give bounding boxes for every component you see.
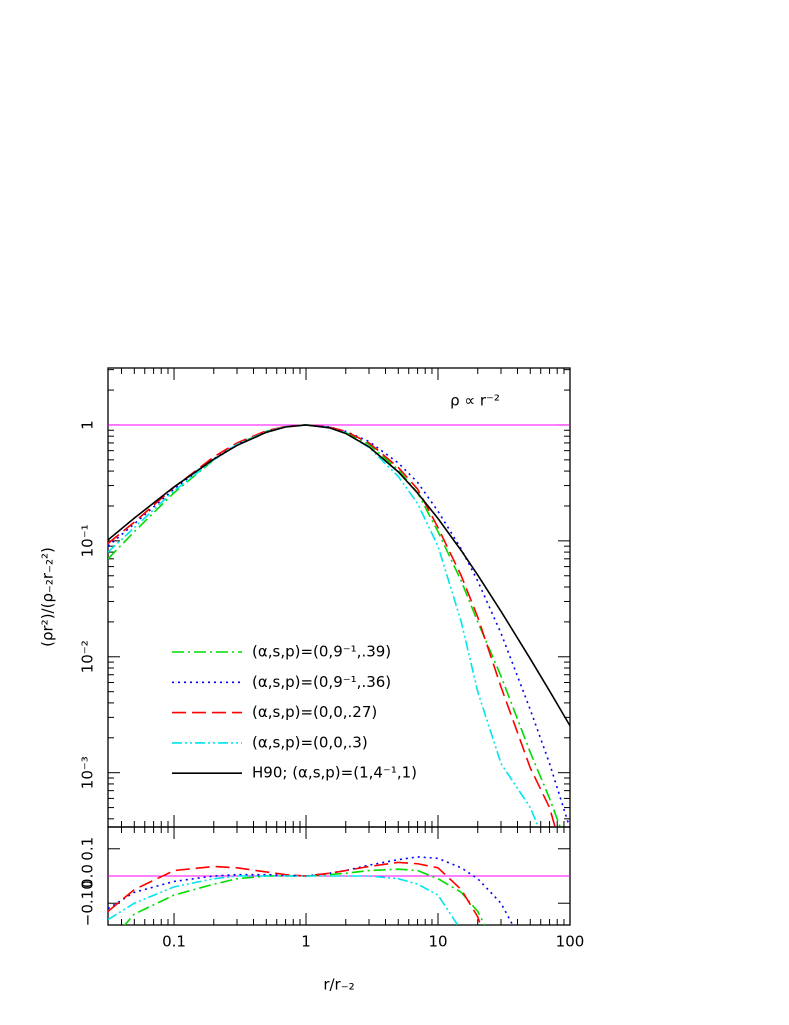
legend-label: (α,s,p)=(0,0,.27) (252, 703, 377, 721)
series-line (108, 424, 556, 827)
y-axis-label: (ρr²)/(ρ₋₂r₋₂²) (39, 547, 57, 647)
series-line (123, 868, 486, 925)
x-axis-label: r/r₋₂ (323, 976, 354, 994)
annotation: ρ ∝ r⁻² (450, 391, 500, 409)
y-tick-label: 10⁻² (79, 640, 97, 673)
y-tick-label: 0.1 (79, 837, 97, 861)
legend-label: (α,s,p)=(0,0,.3) (252, 733, 368, 751)
legend-label: H90; (α,s,p)=(1,4⁻¹,1) (252, 764, 417, 782)
series-line (108, 856, 514, 925)
y-tick-label: −0.10 (79, 880, 97, 926)
legend-label: (α,s,p)=(0,9⁻¹,.36) (252, 673, 391, 691)
x-tick-label: 10 (428, 933, 447, 951)
series-line (108, 875, 459, 925)
legend-label: (α,s,p)=(0,9⁻¹,.39) (252, 643, 391, 661)
series-line (108, 861, 482, 925)
x-tick-label: 100 (556, 933, 585, 951)
series-line (108, 424, 570, 827)
plot-frame (107, 367, 571, 828)
y-tick-label: 10⁻³ (79, 756, 97, 789)
x-tick-label: 0.1 (162, 933, 186, 951)
series-line (108, 424, 570, 727)
y-tick-label: 0.0 (79, 864, 97, 888)
x-tick-label: 1 (301, 933, 311, 951)
y-tick-label: 1 (79, 420, 97, 430)
y-tick-label: 10⁻¹ (79, 524, 97, 557)
